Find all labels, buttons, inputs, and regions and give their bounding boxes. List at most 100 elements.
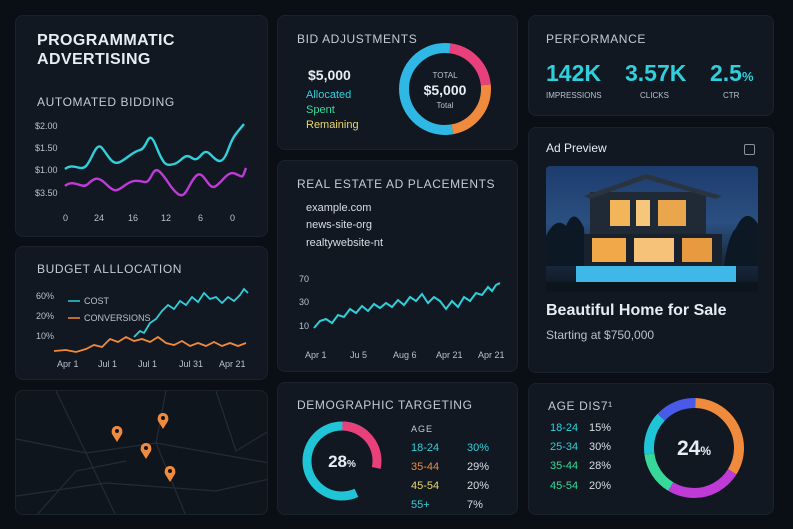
donut-segment-cyan [399, 43, 491, 135]
age-dist-donut-value: 24% [676, 437, 712, 460]
automated-bidding-card: PROGRAMMATIC ADVERTISING AUTOMATED BIDDI… [15, 15, 268, 237]
age-dist-pct: 28% [589, 460, 612, 472]
window-lit [682, 238, 712, 262]
donut-segment-magenta [644, 398, 744, 498]
y-tick: $1.50 [35, 143, 58, 153]
bid-item-remaining: Remaining [306, 119, 359, 131]
legend-conversions: CONVERSIONS [84, 313, 151, 323]
ad-subtext: Starting at $750,000 [546, 328, 655, 342]
budget-allocation-card: BUDGET ALLLOCATION 60% 20% 10% COST CONV… [15, 246, 268, 380]
demographic-age: 45-54 [411, 480, 440, 492]
map-road [16, 478, 267, 497]
ad-headline[interactable]: Beautiful Home for Sale [546, 302, 727, 319]
map-pin [164, 466, 176, 482]
bid-donut-top: TOTAL [432, 71, 458, 80]
map-road [155, 391, 186, 514]
window-lit [658, 200, 686, 226]
placements-chart [313, 282, 501, 329]
ad-preview-card: Ad Preview Beautiful Home for Sale Start… [528, 127, 774, 373]
donut-segment-cyan [644, 398, 744, 498]
metric-clicks-label: CLICKS [640, 91, 669, 100]
placement-site[interactable]: news-site-org [306, 219, 373, 231]
tree-silhouette [724, 215, 758, 266]
metric-impressions-value: 142K [546, 60, 601, 86]
map-road [36, 460, 127, 514]
app-title-line1: PROGRAMMATIC [37, 32, 175, 49]
map-road [215, 391, 267, 452]
demographic-col-header: AGE [411, 424, 434, 434]
age-dist-age: 18-24 [550, 422, 579, 434]
placement-site[interactable]: example.com [306, 202, 372, 214]
house-illustration [546, 174, 758, 292]
y-tick: 60% [36, 291, 55, 301]
donut-segment-blue [644, 398, 744, 498]
x-tick: 24 [94, 213, 105, 223]
map-road [16, 438, 267, 464]
x-tick: 12 [161, 213, 172, 223]
x-tick: 0 [63, 213, 69, 223]
demographic-age: 18-24 [411, 442, 440, 454]
donut-segment-orange [399, 43, 491, 135]
age-dist-donut [644, 398, 744, 498]
y-tick: 10% [36, 331, 55, 341]
ad-preview-checkbox[interactable] [744, 144, 755, 155]
budget-cyan-series [133, 287, 249, 338]
metric-impressions-label: IMPRESSIONS [546, 91, 602, 100]
budget-chart [53, 287, 249, 353]
map-view [16, 391, 267, 514]
map-pin [157, 413, 169, 429]
y-tick: 70 [299, 274, 310, 284]
placements-title: REAL ESTATE AD PLACEMENTS [297, 177, 496, 191]
placements-card: REAL ESTATE AD PLACEMENTS example.com ne… [277, 160, 518, 372]
app-title-line2: ADVERTISING [37, 51, 151, 68]
demographic-age: 55+ [411, 499, 430, 511]
budget-orange-series [53, 335, 247, 353]
x-tick: 16 [128, 213, 139, 223]
bid-magenta-series [64, 167, 248, 197]
tree-silhouette [546, 216, 586, 266]
legend-cost: COST [84, 296, 110, 306]
automated-bidding-title: AUTOMATED BIDDING [37, 95, 175, 109]
y-tick: $1.00 [35, 165, 58, 175]
x-tick: Apr 21 [478, 350, 505, 360]
donut-segment-cyan [302, 421, 382, 501]
age-dist-age: 35-44 [550, 460, 579, 472]
bid-amount: $5,000 [308, 67, 351, 83]
demographic-donut [302, 421, 382, 501]
window-lit [634, 238, 674, 262]
house-roof [584, 174, 722, 199]
donut-segment-pink [302, 421, 382, 501]
demographic-age: 35-44 [411, 461, 440, 473]
map-card[interactable] [15, 390, 268, 515]
bid-adjustments-card: BID ADJUSTMENTS $5,000 Allocated Spent R… [277, 15, 518, 150]
performance-card: PERFORMANCE 142K IMPRESSIONS 3.57K CLICK… [528, 15, 774, 116]
pool [576, 266, 736, 282]
demographic-title: DEMOGRAPHIC TARGETING [297, 398, 473, 412]
demographic-donut-value: 28% [328, 452, 356, 471]
bid-item-spent: Spent [306, 104, 335, 116]
bid-donut [399, 43, 491, 135]
bid-item-allocated: Allocated [306, 89, 352, 101]
demographic-pct: 29% [467, 461, 490, 473]
placement-site[interactable]: realtywebsite-nt [306, 237, 384, 249]
window-lit [610, 200, 630, 226]
age-dist-pct: 15% [589, 422, 612, 434]
performance-title: PERFORMANCE [546, 32, 646, 46]
demographic-pct: 7% [467, 499, 483, 511]
x-tick: Jul 31 [179, 359, 204, 369]
y-tick: 30 [299, 297, 310, 307]
age-dist-card: AGE DIS7¹ 18-24 15% 25-34 30% 35-44 28% … [528, 383, 774, 515]
age-dist-age: 25-34 [550, 441, 579, 453]
x-tick: Apr 1 [57, 359, 79, 369]
demographic-pct: 20% [467, 480, 490, 492]
x-tick: 6 [198, 213, 204, 223]
metric-ctr-value: 2.5% [710, 60, 754, 86]
x-tick: Jul 1 [138, 359, 158, 369]
x-tick: Apr 21 [436, 350, 463, 360]
ad-preview-image[interactable] [546, 166, 758, 292]
map-pin [111, 426, 123, 442]
bid-donut-value: $5,000 [423, 82, 467, 98]
demographic-pct: 30% [467, 442, 490, 454]
metric-clicks-value: 3.57K [625, 60, 687, 86]
x-tick: Ju 5 [350, 350, 368, 360]
